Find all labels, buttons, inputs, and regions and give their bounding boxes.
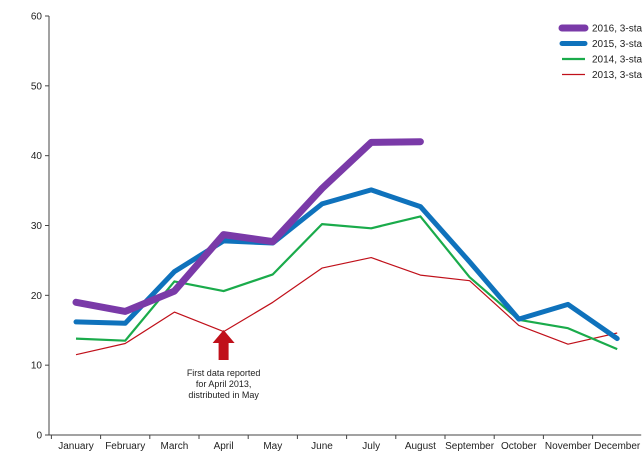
- x-tick-label: October: [501, 441, 537, 451]
- legend-label: 2016, 3-sta: [592, 24, 642, 35]
- x-tick-label: July: [362, 441, 380, 451]
- x-tick-label: January: [58, 441, 94, 451]
- legend-label: 2015, 3-sta: [592, 39, 642, 50]
- x-tick-label: March: [161, 441, 189, 451]
- axes: 0 10 20 30 40 50 60 January February March April Ma…: [31, 12, 642, 451]
- x-tick-label: February: [105, 441, 145, 451]
- x-tick-label: September: [445, 441, 495, 451]
- x-tick-label: May: [263, 441, 282, 451]
- series-lines: [72, 138, 620, 356]
- x-tick-label: November: [545, 441, 592, 451]
- y-tick-label: 50: [31, 81, 43, 92]
- series-line-2014: [75, 215, 618, 351]
- legend: 2016, 3-sta 2015, 3-sta 2014, 3-sta 2013, 3…: [558, 24, 642, 81]
- annotation-arrow: [212, 330, 235, 360]
- annotation-text-line: for April 2013,: [196, 379, 252, 389]
- y-tick-label: 10: [31, 361, 43, 372]
- x-tick-label: August: [405, 441, 436, 451]
- y-tick-label: 40: [31, 151, 43, 162]
- legend-label: 2014, 3-sta: [592, 55, 642, 66]
- series-line-2015: [73, 187, 620, 342]
- series-line-2016: [72, 138, 424, 315]
- x-tick-label: June: [311, 441, 333, 451]
- y-tick-label: 0: [36, 431, 42, 442]
- annotation-text-line: First data reported: [187, 368, 261, 378]
- x-tick-label: April: [214, 441, 234, 451]
- y-tick-label: 60: [31, 12, 43, 23]
- legend-label: 2013, 3-sta: [592, 70, 642, 81]
- x-tick-label: December: [594, 441, 641, 451]
- y-tick-label: 20: [31, 291, 43, 302]
- annotation-text-line: distributed in May: [188, 390, 259, 400]
- y-tick-label: 30: [31, 221, 43, 232]
- series-line-2013: [75, 257, 618, 356]
